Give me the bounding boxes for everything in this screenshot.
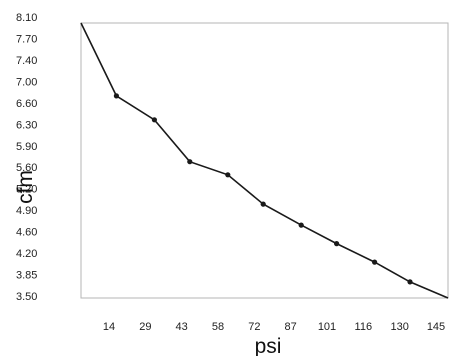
series-line bbox=[80, 22, 449, 299]
data-point bbox=[113, 93, 119, 99]
x-tick-label: 58 bbox=[212, 321, 224, 333]
x-tick-label: 29 bbox=[139, 321, 151, 333]
y-tick-label: 6.60 bbox=[16, 98, 37, 110]
y-axis-title: cfm bbox=[14, 170, 37, 204]
data-point bbox=[225, 172, 231, 178]
y-tick-labels: 8.10 7.70 7.40 7.00 6.60 6.30 5.90 5.60 5.20 4.90… bbox=[16, 12, 37, 303]
plot-frame bbox=[80, 22, 449, 299]
y-tick-label: 3.50 bbox=[16, 291, 37, 303]
y-tick-label: 8.10 bbox=[16, 12, 37, 24]
data-point bbox=[407, 279, 413, 285]
y-tick-label: 4.60 bbox=[16, 227, 37, 239]
y-tick-label: 5.90 bbox=[16, 141, 37, 153]
y-tick-label: 6.30 bbox=[16, 119, 37, 131]
data-point bbox=[298, 222, 304, 228]
x-tick-label: 43 bbox=[176, 321, 188, 333]
data-point bbox=[334, 241, 340, 247]
y-tick-label: 4.20 bbox=[16, 248, 37, 260]
x-tick-label: 145 bbox=[427, 321, 445, 333]
x-tick-labels: 14 29 43 58 72 87 101 116 130 145 bbox=[103, 321, 445, 333]
y-tick-label: 5.60 bbox=[16, 162, 37, 174]
x-tick-label: 101 bbox=[318, 321, 336, 333]
x-tick-label: 72 bbox=[248, 321, 260, 333]
x-tick-label: 130 bbox=[390, 321, 408, 333]
x-tick-label: 14 bbox=[103, 321, 115, 333]
data-point bbox=[151, 117, 157, 123]
data-point bbox=[372, 259, 378, 265]
x-tick-label: 116 bbox=[355, 321, 373, 333]
data-point bbox=[260, 201, 266, 207]
y-tick-label: 7.70 bbox=[16, 33, 37, 45]
y-tick-label: 7.40 bbox=[16, 55, 37, 67]
data-points bbox=[113, 93, 413, 285]
data-point bbox=[187, 159, 193, 165]
y-tick-label: 3.85 bbox=[16, 270, 37, 282]
x-axis-title: psi bbox=[255, 335, 282, 356]
y-tick-label: 5.20 bbox=[16, 184, 37, 196]
x-tick-label: 87 bbox=[285, 321, 297, 333]
y-tick-label: 4.90 bbox=[16, 205, 37, 217]
y-tick-label: 7.00 bbox=[16, 76, 37, 88]
